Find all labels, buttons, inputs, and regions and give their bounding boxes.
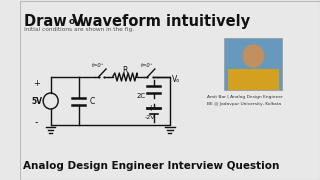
Text: Draw V: Draw V: [24, 14, 84, 29]
Text: BE @ Jadavpur University, Kolkata: BE @ Jadavpur University, Kolkata: [207, 102, 282, 106]
Text: o: o: [68, 17, 75, 26]
Text: -: -: [35, 117, 38, 127]
Text: +: +: [147, 104, 153, 113]
Text: waveform intuitively: waveform intuitively: [74, 14, 250, 29]
Text: -2V: -2V: [145, 115, 156, 120]
Text: Vₒ: Vₒ: [172, 75, 180, 84]
Text: t=0⁺: t=0⁺: [141, 63, 153, 68]
Text: Amit Bar | Analog Design Engineer: Amit Bar | Analog Design Engineer: [207, 95, 283, 99]
Text: t=0⁺: t=0⁺: [92, 63, 104, 68]
Text: Initial conditions are shown in the fig.: Initial conditions are shown in the fig.: [24, 27, 134, 32]
Text: C: C: [89, 96, 94, 105]
FancyBboxPatch shape: [224, 38, 283, 90]
Text: +: +: [33, 79, 40, 88]
Text: 5V: 5V: [31, 96, 42, 105]
Circle shape: [243, 45, 264, 67]
Text: Analog Design Engineer Interview Question: Analog Design Engineer Interview Questio…: [23, 161, 279, 171]
FancyBboxPatch shape: [228, 69, 279, 90]
Text: R: R: [122, 66, 127, 75]
Text: 2C: 2C: [137, 93, 146, 99]
